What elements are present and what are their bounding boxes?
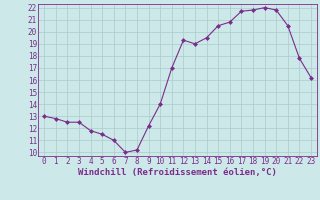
X-axis label: Windchill (Refroidissement éolien,°C): Windchill (Refroidissement éolien,°C)	[78, 168, 277, 177]
